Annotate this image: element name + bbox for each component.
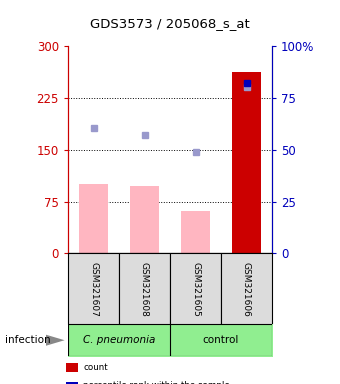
Bar <box>233 72 260 253</box>
Text: C. pneumonia: C. pneumonia <box>83 335 155 345</box>
Text: count: count <box>83 363 108 372</box>
Text: GSM321606: GSM321606 <box>242 262 251 316</box>
Text: GSM321605: GSM321605 <box>191 262 200 316</box>
Text: GSM321607: GSM321607 <box>89 262 98 316</box>
Text: GSM321608: GSM321608 <box>140 262 149 316</box>
FancyBboxPatch shape <box>68 253 119 324</box>
FancyBboxPatch shape <box>170 253 221 324</box>
Text: infection: infection <box>5 335 51 345</box>
Polygon shape <box>46 335 65 346</box>
FancyBboxPatch shape <box>221 253 272 324</box>
Bar <box>131 186 158 253</box>
Bar <box>80 184 107 253</box>
Text: control: control <box>203 335 239 345</box>
FancyBboxPatch shape <box>119 253 170 324</box>
Text: GDS3573 / 205068_s_at: GDS3573 / 205068_s_at <box>90 17 250 30</box>
Bar <box>182 210 209 253</box>
Text: percentile rank within the sample: percentile rank within the sample <box>83 381 230 384</box>
